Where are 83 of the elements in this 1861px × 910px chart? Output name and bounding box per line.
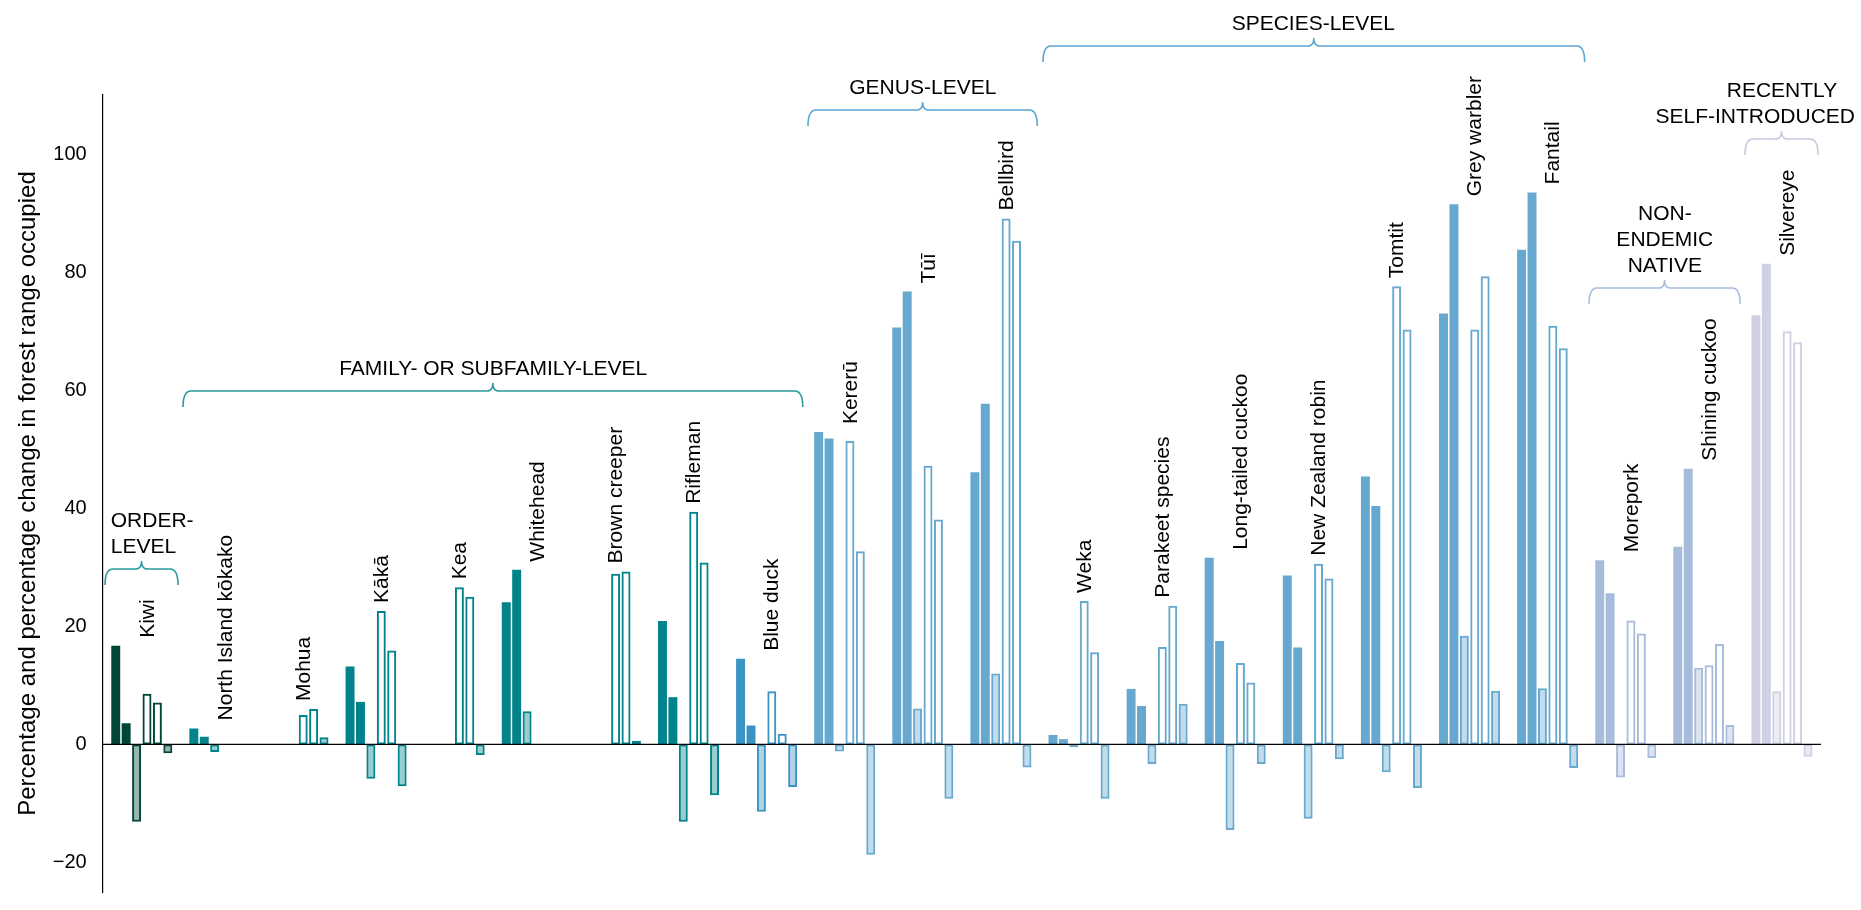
x-tick-label: Kākā xyxy=(368,554,392,603)
x-tick-label: Kea xyxy=(446,541,470,580)
y-tick-label: 20 xyxy=(64,613,87,636)
x-tick-label: Kiwi xyxy=(134,599,158,638)
bar xyxy=(1673,546,1683,745)
y-tick-label: 40 xyxy=(64,495,87,518)
bar xyxy=(1022,744,1032,768)
bar xyxy=(1303,744,1313,819)
bar xyxy=(1256,744,1266,764)
bar xyxy=(814,432,824,745)
annotation: FAMILY- OR SUBFAMILY-LEVEL xyxy=(339,355,648,379)
y-tick-label: −20 xyxy=(52,850,87,872)
bar xyxy=(1751,315,1761,745)
bar xyxy=(970,472,980,745)
annotation: NON- ENDEMIC NATIVE xyxy=(1616,201,1714,277)
x-tick-label: Grey warbler xyxy=(1462,76,1486,197)
bar xyxy=(1381,744,1391,773)
bar xyxy=(913,708,923,745)
bar xyxy=(710,744,720,796)
x-tick-label: Tūī xyxy=(915,253,939,284)
bar xyxy=(892,327,902,745)
bar xyxy=(944,744,954,799)
bar xyxy=(366,744,376,779)
bar xyxy=(756,744,766,812)
bar xyxy=(1605,593,1615,745)
annotation: GENUS-LEVEL xyxy=(849,75,997,99)
bar xyxy=(1147,744,1157,764)
x-tick-label: Rifleman xyxy=(681,420,705,504)
x-tick-label: Silvereye xyxy=(1774,169,1798,256)
bar xyxy=(1459,635,1469,745)
bar xyxy=(1683,468,1693,745)
bar xyxy=(1491,690,1501,745)
x-tick-label: Parakeet species xyxy=(1149,436,1173,598)
bar xyxy=(678,744,688,822)
bar xyxy=(1772,691,1782,745)
x-tick-label: Kererū xyxy=(837,361,861,425)
bar xyxy=(1616,744,1626,778)
x-tick-label: North Island kōkako xyxy=(212,534,236,721)
bar xyxy=(1412,744,1422,789)
x-tick-label: Mohua xyxy=(290,636,314,701)
bar xyxy=(736,658,746,745)
x-tick-label: New Zealand robin xyxy=(1306,379,1330,556)
bar xyxy=(111,645,121,745)
bar xyxy=(121,723,131,745)
bar xyxy=(866,744,876,855)
bar xyxy=(788,744,798,787)
bar xyxy=(1725,724,1735,745)
y-tick-label: 100 xyxy=(53,141,87,164)
bar xyxy=(902,291,912,745)
annotation: RECENTLY SELF-INTRODUCED xyxy=(1655,78,1855,128)
bar xyxy=(199,736,209,745)
bar xyxy=(522,711,532,745)
bar xyxy=(1595,560,1605,745)
bar xyxy=(1100,744,1110,799)
y-tick-label: 60 xyxy=(64,377,87,400)
bar xyxy=(1058,739,1068,745)
y-tick-label: 0 xyxy=(75,731,87,754)
y-tick-label: 80 xyxy=(64,259,87,282)
bar xyxy=(1517,249,1527,745)
text: SPECIES-LEVEL xyxy=(1231,11,1396,35)
bar xyxy=(132,744,142,822)
bar xyxy=(991,673,1001,745)
x-tick-label: Fantail xyxy=(1540,121,1564,185)
bar xyxy=(1537,688,1547,745)
bar xyxy=(1178,703,1188,745)
bar xyxy=(980,403,990,745)
x-tick-label: Blue duck xyxy=(759,558,783,651)
x-tick-label: Long-tailed cuckoo xyxy=(1228,373,1252,550)
bar xyxy=(1694,667,1704,745)
x-tick-label: Tomtit xyxy=(1384,222,1408,279)
x-tick-label: Morepork xyxy=(1618,463,1642,553)
x-tick-label: Whitehead xyxy=(525,461,549,562)
bar xyxy=(1761,263,1771,745)
annotation: ORDER- LEVEL xyxy=(110,508,194,558)
y-axis-title: Percentage and percentage change in forest range occupied xyxy=(13,171,41,816)
bar xyxy=(1569,744,1579,769)
x-tick-label: Bellbird xyxy=(993,140,1017,211)
x-tick-label: Weka xyxy=(1071,539,1095,593)
x-tick-label: Shining cuckoo xyxy=(1696,318,1720,461)
x-tick-label: Brown creeper xyxy=(603,426,627,564)
bar xyxy=(189,728,199,745)
bar xyxy=(397,744,407,787)
bar xyxy=(824,438,834,745)
